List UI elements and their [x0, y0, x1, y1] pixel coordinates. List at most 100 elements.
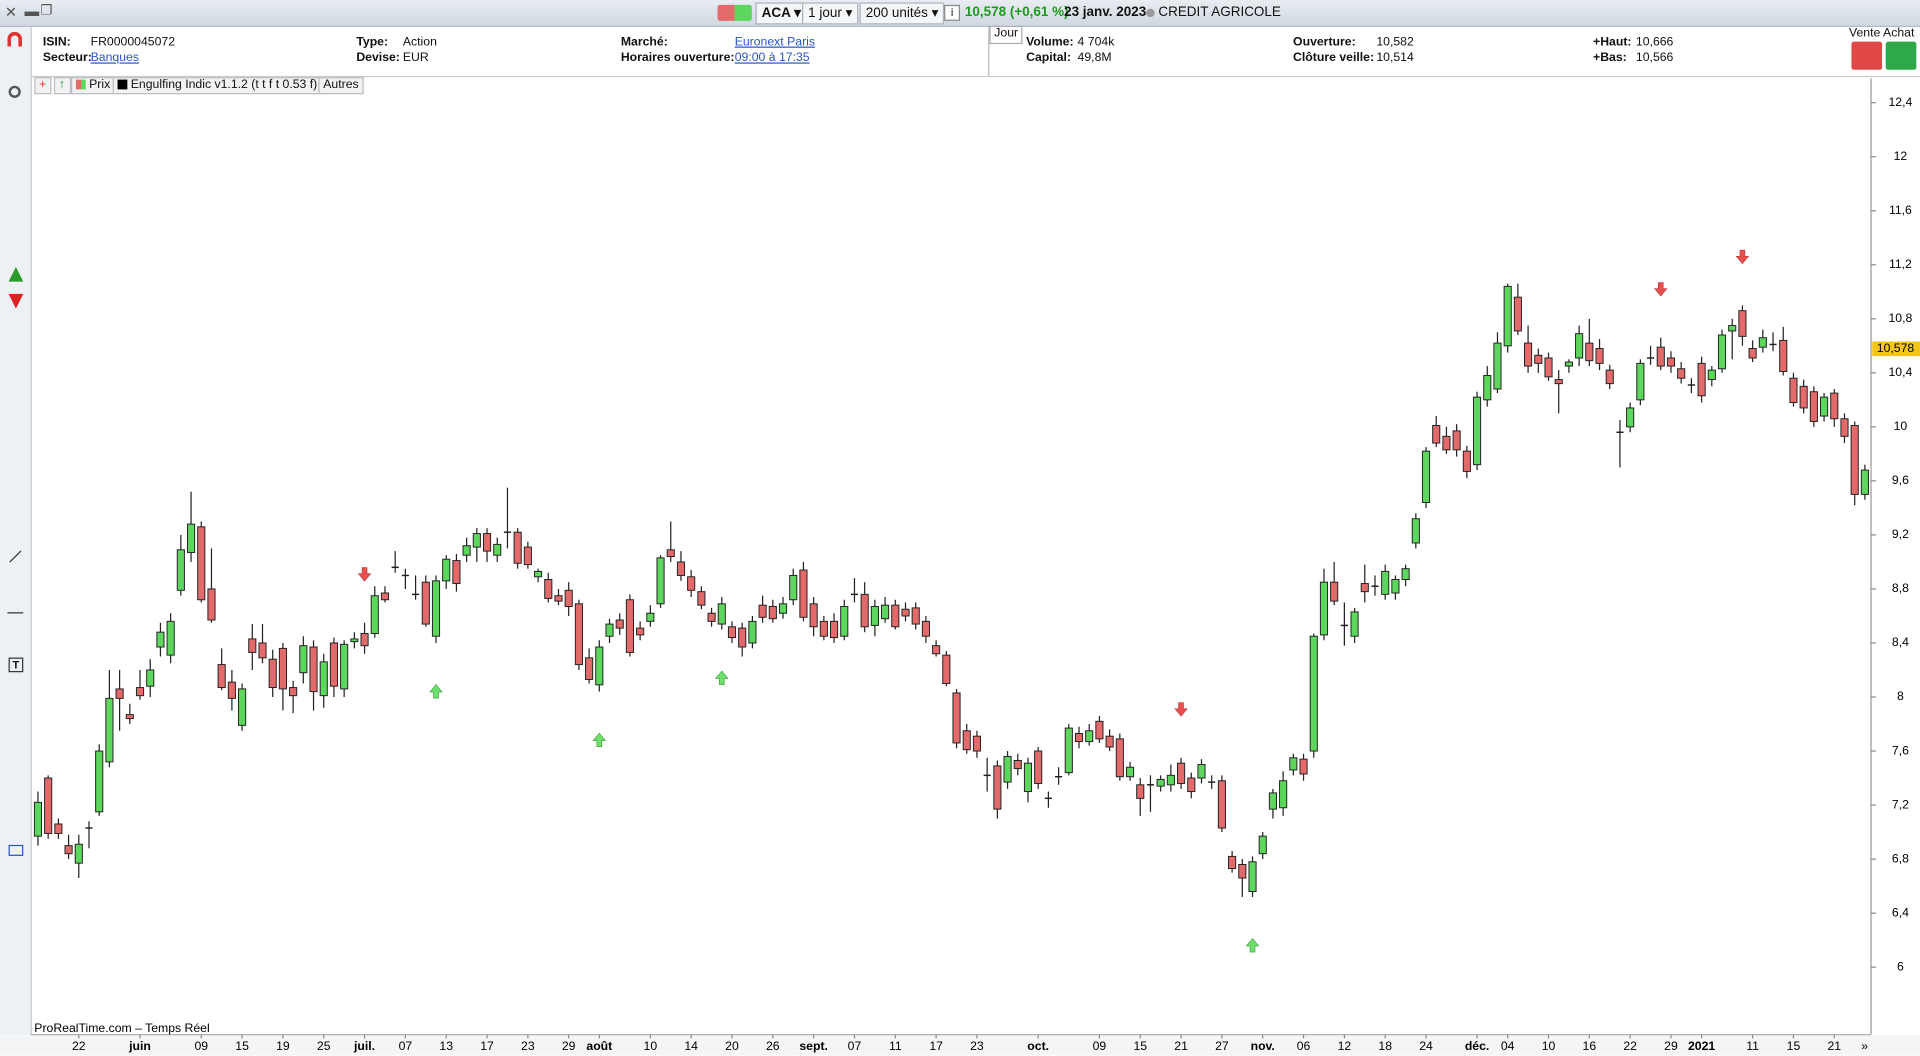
capital: 49,8M [1077, 51, 1112, 65]
candle-body [1513, 296, 1522, 332]
candle-body [717, 603, 726, 625]
candle-body [1697, 362, 1706, 397]
candle-body [676, 561, 686, 576]
candle-body [319, 661, 328, 697]
candle-body [1034, 750, 1043, 784]
price-legend[interactable]: Prix [71, 77, 116, 95]
candle-body [860, 593, 869, 628]
candle-body [921, 620, 930, 637]
minimize-button[interactable]: ▬ [24, 2, 40, 20]
y-tick-label: 11,2 [1889, 257, 1912, 271]
candle-body [1258, 835, 1267, 855]
horizontal-line-tool[interactable] [7, 612, 24, 614]
candle-body [1156, 778, 1165, 787]
candle-body [146, 669, 155, 687]
candle-body [687, 576, 696, 591]
candle-body [1789, 377, 1798, 404]
x-tick-label: 18 [1378, 1039, 1392, 1053]
signal-arrow-up [592, 732, 607, 748]
candle-body [1268, 792, 1277, 810]
sector-link[interactable]: Banques [90, 51, 139, 65]
buy-arrow-tool[interactable] [8, 266, 24, 282]
candle-body [727, 626, 737, 639]
candle-body [1432, 425, 1441, 444]
candle-body [1401, 568, 1410, 580]
zoom-tool[interactable] [8, 85, 21, 98]
y-tick-label: 9,2 [1892, 527, 1909, 541]
title-bar: ✕ ▬ ❐ ACA ▾ 1 jour ▾ 200 unités ▾ i 10,5… [0, 0, 1920, 27]
y-tick-label: 10 [1894, 419, 1908, 433]
candle-body [1820, 396, 1829, 417]
candle-body [758, 604, 767, 618]
candle-body [370, 595, 379, 635]
candle-body [1636, 362, 1645, 401]
x-tick-label: 10 [644, 1039, 658, 1053]
candle-body [881, 604, 890, 620]
hours-link[interactable]: 09:00 à 17:35 [734, 51, 810, 65]
scroll-end[interactable]: » [1861, 1039, 1868, 1053]
candle-body [1626, 407, 1635, 428]
period-tab[interactable]: Jour [989, 25, 1024, 45]
y-tick-label: 6,4 [1892, 905, 1909, 919]
info-icon[interactable]: i [944, 4, 961, 21]
price-label: Prix [89, 78, 111, 92]
candle-body [636, 627, 645, 636]
divider [988, 24, 990, 76]
magnet-tool[interactable] [7, 31, 23, 47]
add-indicator[interactable]: + [34, 77, 52, 95]
candle-body [1483, 375, 1492, 401]
y-tick-label: 7,6 [1892, 743, 1909, 757]
x-tick-label: 07 [848, 1039, 862, 1053]
market-link[interactable]: Euronext Paris [734, 35, 816, 49]
x-tick-label: 27 [1215, 1039, 1229, 1053]
prev-close: 10,514 [1376, 51, 1414, 65]
restore-button[interactable]: ❐ [40, 3, 53, 19]
candle-body [227, 681, 236, 699]
candle-body [135, 687, 145, 697]
candle-body [278, 647, 287, 690]
text-tool[interactable]: T [8, 657, 24, 673]
candle-body [258, 642, 267, 659]
chart-type-icon[interactable] [717, 4, 752, 21]
candle-body [1105, 735, 1114, 748]
candle-body [778, 603, 788, 614]
candle-body [217, 664, 226, 689]
candle-body [1309, 635, 1318, 752]
y-tick-label: 11,6 [1889, 203, 1912, 217]
candle-body [1248, 861, 1257, 893]
last-price-label: 10,578 [1877, 341, 1915, 355]
candle-body [1544, 357, 1553, 378]
candle-body [74, 843, 83, 864]
candle-body [697, 591, 706, 606]
candle-body [901, 608, 910, 617]
high-label: +Haut: [1593, 35, 1632, 49]
candle-body [44, 777, 53, 834]
candle-body [1115, 738, 1124, 778]
y-tick-label: 10,8 [1889, 311, 1913, 325]
sell-button[interactable] [1851, 41, 1883, 70]
ticker-dropdown[interactable]: ACA ▾ [755, 2, 807, 25]
signal-arrow-down [1653, 282, 1668, 297]
indicator-legend[interactable]: Engulfing Indic v1.1.2 (t t f t 0.53 f) [112, 77, 323, 95]
candle-body [1095, 720, 1104, 740]
candle-body [125, 714, 134, 720]
close-button[interactable]: ✕ [4, 3, 18, 21]
x-tick-label: 06 [1297, 1039, 1311, 1053]
units-dropdown[interactable]: 200 unités ▾ [859, 2, 945, 25]
candle-body [1391, 579, 1400, 594]
indicator-label: Engulfing Indic v1.1.2 (t t f t 0.53 f) [130, 78, 318, 92]
x-tick-label: 11 [889, 1039, 902, 1053]
buy-button[interactable] [1885, 41, 1917, 70]
candle-body [962, 730, 971, 751]
others-button[interactable]: Autres [318, 77, 364, 95]
candle-body [1421, 450, 1431, 503]
candle-body [1575, 333, 1584, 359]
sell-arrow-tool[interactable] [8, 293, 24, 309]
currency: EUR [402, 51, 429, 65]
add-study[interactable]: ↑ [53, 77, 72, 95]
rectangle-tool[interactable] [8, 844, 24, 856]
candle-body [1707, 369, 1716, 381]
period-dropdown[interactable]: 1 jour ▾ [802, 2, 859, 25]
x-tick-label: 23 [970, 1039, 984, 1053]
candle-body [482, 533, 492, 552]
